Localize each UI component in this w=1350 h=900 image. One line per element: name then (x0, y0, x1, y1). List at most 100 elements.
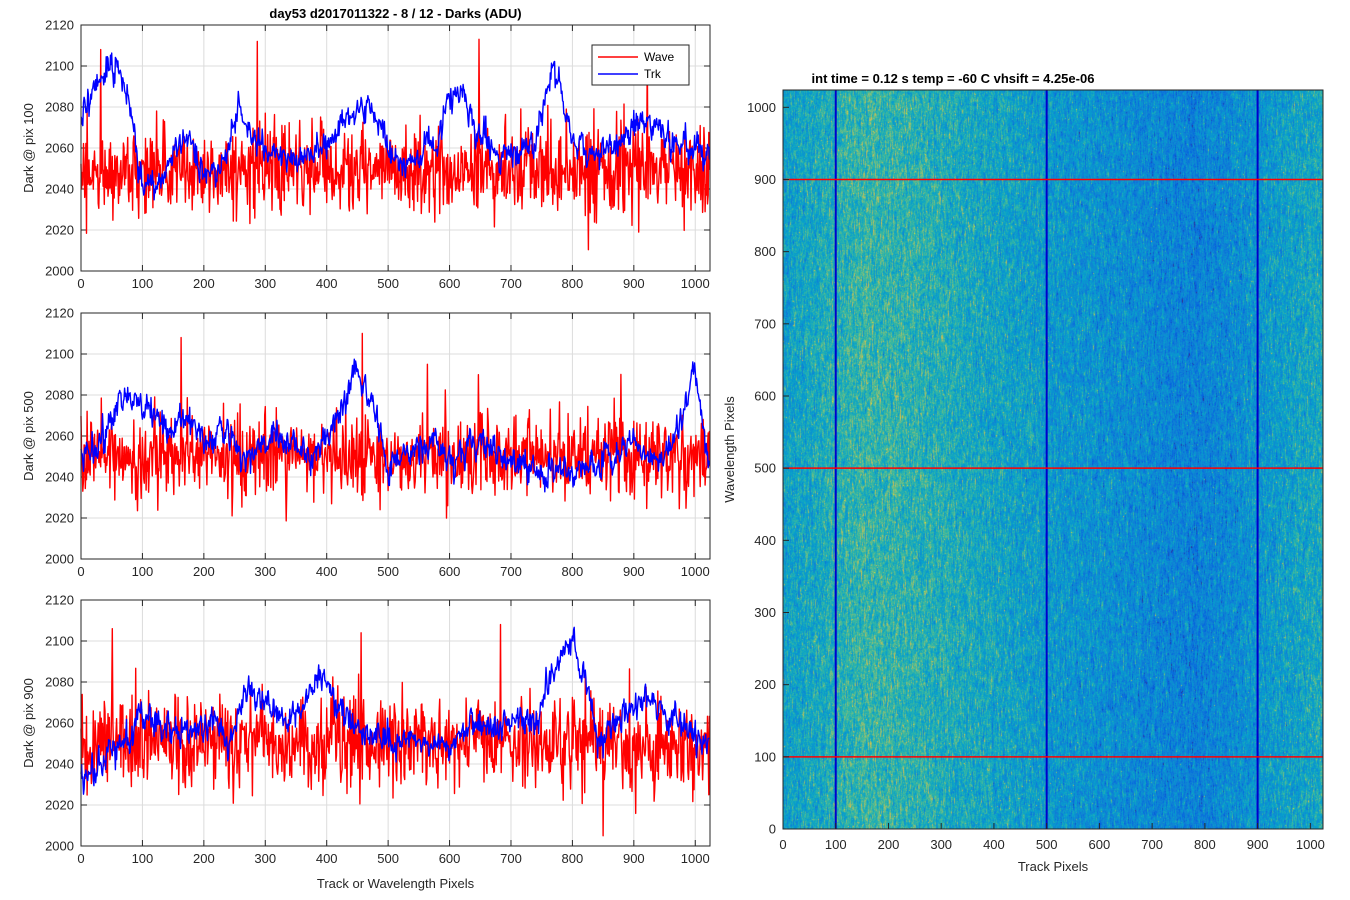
y-tick-label: 2060 (45, 716, 74, 731)
y-tick-label: 2120 (45, 18, 74, 33)
x-tick-label: 600 (1089, 837, 1111, 852)
dark-pix900-plot: 0 100 200 300 400 500 600 700 800 900 1000 2000 2020… (21, 593, 711, 891)
dark-frame-image (783, 90, 1323, 829)
x-tick-label: 600 (439, 276, 461, 291)
x-tick-label: 500 (377, 276, 399, 291)
image-title: int time = 0.12 s temp = -60 C vhsift = … (812, 71, 1095, 86)
legend-box (591, 44, 690, 86)
x-tick-label: 0 (77, 851, 84, 866)
y-tick-label: 2100 (45, 634, 74, 649)
y-tick-label: 2040 (45, 182, 74, 197)
x-tick-label: 400 (316, 564, 338, 579)
y-tick-label: 2020 (45, 223, 74, 238)
y-tick-label: 2000 (45, 264, 74, 279)
x-tick-label: 700 (500, 564, 522, 579)
y-tick-label: 2000 (45, 552, 74, 567)
x-tick-label: 800 (562, 851, 584, 866)
ylabel-pix100: Dark @ pix 100 (21, 103, 36, 193)
xlabel-track-pixels: Track Pixels (1018, 859, 1089, 874)
y-tick-label: 2000 (45, 839, 74, 854)
x-tick-label: 200 (193, 564, 215, 579)
y-tick-label: 200 (754, 677, 776, 692)
x-tick-label: 100 (132, 851, 154, 866)
x-tick-label: 200 (193, 851, 215, 866)
series-line-trk (80, 358, 711, 493)
y-tick-label: 400 (754, 533, 776, 548)
series-line-trk (80, 52, 711, 201)
main-title: day53 d2017011322 - 8 / 12 - Darks (ADU) (269, 6, 521, 21)
x-tick-label: 400 (983, 837, 1005, 852)
x-tick-label: 300 (254, 851, 276, 866)
x-tick-label: 500 (377, 564, 399, 579)
x-tick-label: 200 (193, 276, 215, 291)
y-tick-label: 2080 (45, 388, 74, 403)
x-tick-label: 0 (77, 276, 84, 291)
legend-label-trk: Trk (644, 67, 662, 81)
x-tick-label: 800 (562, 276, 584, 291)
y-tick-label: 2080 (45, 100, 74, 115)
x-tick-label: 900 (623, 564, 645, 579)
x-tick-label: 1000 (681, 851, 710, 866)
axes-box (782, 89, 1324, 830)
x-tick-label: 100 (132, 276, 154, 291)
dark-pix100-plot: 0 100 200 300 400 500 600 700 800 900 1000 2000 2020… (21, 6, 711, 291)
y-tick-label: 2040 (45, 757, 74, 772)
y-tick-label: 2080 (45, 675, 74, 690)
y-tick-label: 100 (754, 749, 776, 764)
series-line-wave (80, 38, 711, 251)
y-tick-label: 2040 (45, 470, 74, 485)
x-tick-label: 0 (779, 837, 786, 852)
x-tick-label: 700 (500, 276, 522, 291)
x-tick-label: 400 (316, 851, 338, 866)
y-tick-label: 300 (754, 605, 776, 620)
y-tick-label: 2120 (45, 593, 74, 608)
y-tick-label: 1000 (747, 100, 776, 115)
x-tick-label: 500 (377, 851, 399, 866)
x-tick-label: 900 (623, 276, 645, 291)
y-tick-label: 0 (769, 822, 776, 837)
y-tick-label: 2100 (45, 347, 74, 362)
ylabel-pix500: Dark @ pix 500 (21, 391, 36, 481)
y-tick-label: 2020 (45, 511, 74, 526)
xlabel-track-wavelength: Track or Wavelength Pixels (317, 876, 475, 891)
x-tick-label: 700 (1141, 837, 1163, 852)
y-tick-label: 2060 (45, 141, 74, 156)
x-tick-label: 700 (500, 851, 522, 866)
ylabel-wavelength-pixels: Wavelength Pixels (722, 396, 737, 503)
series-line-wave (80, 623, 711, 837)
axes-box (80, 599, 711, 847)
x-tick-label: 600 (439, 851, 461, 866)
x-tick-label: 100 (825, 837, 847, 852)
y-tick-label: 2060 (45, 429, 74, 444)
y-tick-label: 900 (754, 172, 776, 187)
y-tick-label: 700 (754, 316, 776, 331)
legend-label-wave: Wave (644, 50, 675, 64)
x-tick-label: 800 (562, 564, 584, 579)
ylabel-pix900: Dark @ pix 900 (21, 678, 36, 768)
y-tick-label: 500 (754, 461, 776, 476)
x-tick-label: 500 (1036, 837, 1058, 852)
y-tick-label: 2100 (45, 59, 74, 74)
x-tick-label: 800 (1194, 837, 1216, 852)
axes-box (80, 312, 711, 560)
y-tick-label: 2120 (45, 306, 74, 321)
x-tick-label: 300 (254, 276, 276, 291)
y-tick-label: 600 (754, 388, 776, 403)
y-tick-label: 2020 (45, 798, 74, 813)
dark-image-plot: 0 100 200 300 400 500 600 700 800 900 1000 0 100 200 3… (722, 71, 1325, 874)
x-tick-label: 400 (316, 276, 338, 291)
x-tick-label: 900 (1247, 837, 1269, 852)
y-tick-label: 800 (754, 244, 776, 259)
x-tick-label: 900 (623, 851, 645, 866)
x-tick-label: 200 (878, 837, 900, 852)
x-tick-label: 1000 (1296, 837, 1325, 852)
series-line-trk (80, 626, 710, 795)
axes-box (80, 24, 711, 272)
x-tick-label: 100 (132, 564, 154, 579)
x-tick-label: 1000 (681, 276, 710, 291)
x-tick-label: 0 (77, 564, 84, 579)
x-tick-label: 600 (439, 564, 461, 579)
x-tick-label: 300 (930, 837, 952, 852)
dark-pix500-plot: 0 100 200 300 400 500 600 700 800 900 1000 2000 2020… (21, 306, 711, 579)
